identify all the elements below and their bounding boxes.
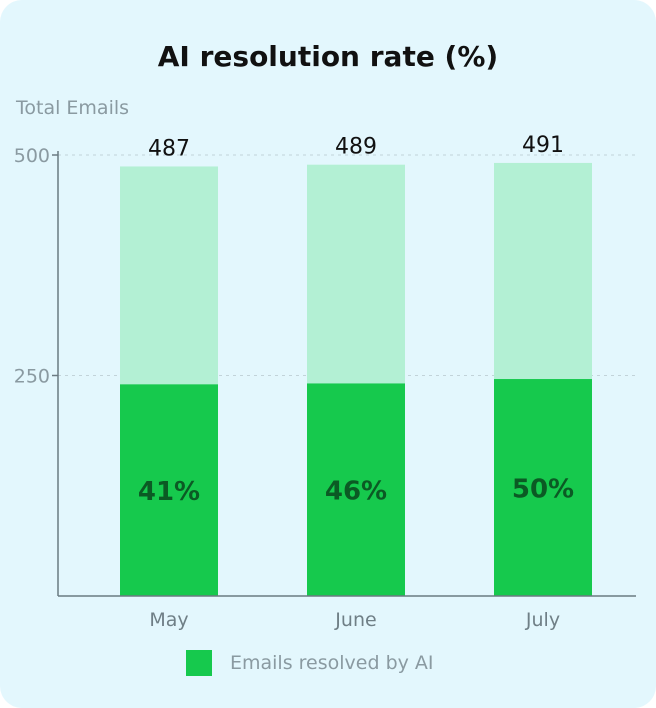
- total-label-july: 491: [522, 133, 564, 158]
- bar-resolved-june: [307, 383, 405, 596]
- x-tick-label-june: June: [334, 609, 376, 631]
- legend-label-resolved: Emails resolved by AI: [230, 652, 434, 674]
- x-tick-label-may: May: [149, 609, 188, 631]
- rate-label-may: 41%: [138, 477, 200, 507]
- bar-remainder-june: [307, 164, 405, 384]
- total-label-may: 487: [148, 136, 190, 161]
- y-tick-label-250: 250: [14, 366, 50, 388]
- y-tick-label-500: 500: [14, 145, 50, 167]
- total-label-june: 489: [335, 135, 377, 160]
- bar-remainder-may: [120, 166, 218, 385]
- x-tick-label-july: July: [525, 609, 560, 631]
- bar-resolved-may: [120, 384, 218, 596]
- rate-label-june: 46%: [325, 477, 387, 507]
- bar-remainder-july: [494, 162, 592, 380]
- chart-title: AI resolution rate (%): [157, 40, 499, 73]
- rate-label-july: 50%: [512, 475, 574, 505]
- y-axis-label: Total Emails: [16, 97, 130, 119]
- legend-swatch-resolved: [186, 650, 212, 676]
- bar-resolved-july: [494, 379, 592, 596]
- legend: Emails resolved by AI: [186, 649, 434, 677]
